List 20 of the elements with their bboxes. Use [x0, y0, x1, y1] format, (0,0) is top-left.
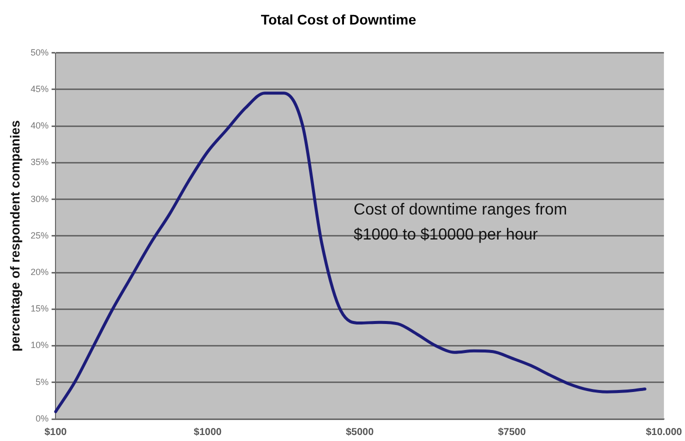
line-series — [54, 92, 646, 414]
chart-title: Total Cost of Downtime — [260, 11, 416, 28]
x-tick-label: $10.000 — [646, 426, 682, 438]
y-tick-label: 0% — [36, 413, 49, 424]
y-tick-label: 30% — [30, 194, 49, 204]
y-tick-label: 50% — [30, 47, 49, 58]
x-tick-label: $1000 — [194, 426, 222, 438]
x-tick-label: $100 — [44, 426, 68, 438]
annotation: Cost of downtime ranges from $1000 to $10000 per hour — [354, 202, 568, 244]
y-tick-label: 20% — [30, 267, 49, 278]
x-tick-label: $7500 — [498, 426, 526, 438]
y-axis-title: percentage of respondent companies — [7, 120, 22, 352]
x-tick-label: $5000 — [346, 426, 374, 438]
y-tick-label: 25% — [30, 230, 49, 240]
y-tick-label: 15% — [30, 304, 49, 314]
y-tick-label: 5% — [36, 376, 49, 387]
y-tick-label: 35% — [30, 157, 49, 168]
y-tick-label: 10% — [30, 340, 49, 350]
y-tick-label: 40% — [30, 120, 49, 131]
y-tick-label: 45% — [30, 84, 49, 94]
